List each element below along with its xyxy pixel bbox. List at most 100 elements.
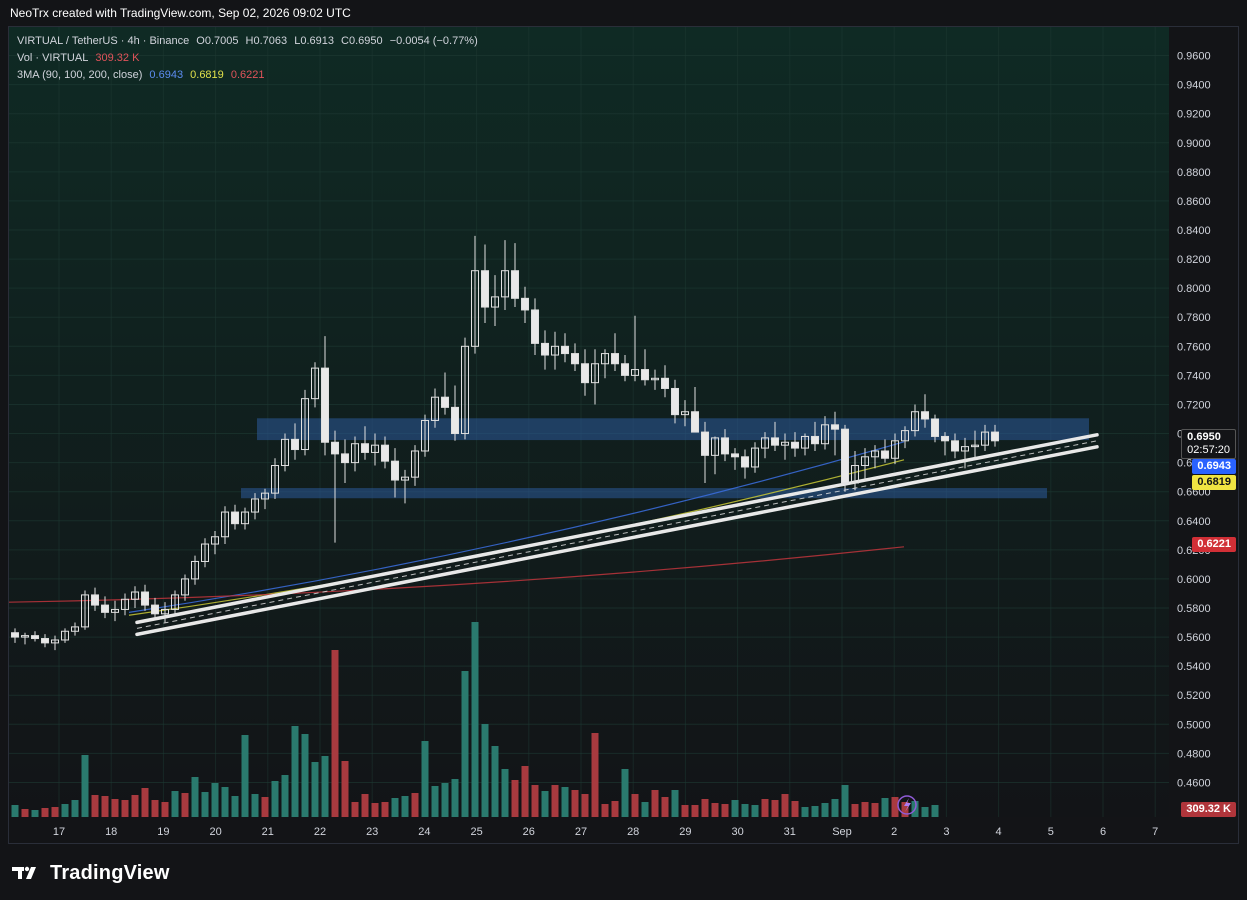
candle-body — [621, 363, 629, 376]
candle-body — [241, 511, 249, 525]
candle-body — [141, 591, 149, 606]
volume-bar — [341, 761, 349, 817]
volume-bar — [201, 792, 209, 817]
price-tick-label: 0.5600 — [1177, 632, 1211, 644]
volume-bar — [271, 781, 279, 817]
candle-body — [561, 345, 569, 355]
volume-bar — [401, 796, 409, 817]
chart-panel[interactable]: 0.9600 0.9400 0.9200 0.9000 0.8800 0.8600 0.84… — [8, 26, 1239, 844]
candle-body — [231, 511, 239, 525]
credit-bar: NeoTrx created with TradingView.com, Sep… — [0, 0, 1247, 26]
candle-body — [601, 353, 609, 365]
candle-body — [301, 398, 309, 451]
volume-bar — [261, 797, 269, 817]
candle-body — [661, 377, 669, 389]
candle-body — [111, 608, 119, 613]
volume-bar — [681, 805, 689, 817]
volume-bar — [561, 787, 569, 817]
last-price-tag: 0.6950 02:57:20 — [1181, 429, 1236, 459]
candle-body — [341, 453, 349, 464]
volume-label[interactable]: Vol · VIRTUAL — [17, 52, 89, 64]
trend-midline — [136, 440, 1098, 629]
volume-bar — [441, 783, 449, 817]
time-tick-label: 6 — [1100, 826, 1106, 838]
price-tick-label: 0.8600 — [1177, 196, 1211, 208]
volume-bar — [721, 804, 729, 817]
candle-body — [11, 632, 19, 638]
candle-body — [871, 450, 879, 458]
volume-bar — [521, 766, 529, 817]
volume-bar — [481, 724, 489, 817]
candle-body — [481, 270, 489, 308]
volume-bar — [811, 806, 819, 817]
candle-body — [41, 638, 49, 644]
support-zone — [257, 418, 1089, 441]
volume-bar — [31, 810, 39, 817]
volume-bar — [351, 802, 359, 817]
volume-bar — [381, 802, 389, 817]
time-axis-panel — [9, 817, 1169, 843]
price-tick-label: 0.9400 — [1177, 80, 1211, 92]
tradingview-logo-icon — [12, 866, 36, 879]
ma-label[interactable]: 3MA (90, 100, 200, close) — [17, 69, 143, 81]
symbol-name[interactable]: VIRTUAL / TetherUS · 4h · Binance — [17, 35, 190, 47]
candle-body — [451, 406, 459, 435]
candle-countdown: 02:57:20 — [1187, 444, 1230, 456]
candle-body — [291, 438, 299, 451]
candle-body — [101, 604, 109, 613]
volume-bar — [791, 801, 799, 817]
candle-body — [21, 635, 29, 638]
candle-body — [261, 492, 269, 500]
time-axis[interactable]: 17 18 19 20 21 22 23 24 25 26 27 28 29 30 31 Sep 2 3 4 5 6 7 — [53, 826, 1158, 838]
candle-body — [121, 598, 129, 610]
lightning-icon[interactable] — [897, 795, 917, 815]
candle-body — [711, 437, 719, 456]
candle-body — [181, 578, 189, 596]
credit-text: NeoTrx created with TradingView.com, Sep… — [10, 6, 351, 20]
candle-body — [861, 456, 869, 467]
volume-bar — [231, 796, 239, 817]
candle-body — [611, 353, 619, 365]
volume-bar — [451, 779, 459, 817]
volume-bar — [471, 622, 479, 817]
volume-bar — [631, 794, 639, 817]
volume-tag: 309.32 K — [1181, 802, 1236, 817]
candle-body — [81, 594, 89, 628]
price-tick-label: 0.5800 — [1177, 603, 1211, 615]
volume-bar — [371, 803, 379, 817]
volume-bar — [61, 804, 69, 817]
price-tick-label: 0.7400 — [1177, 370, 1211, 382]
volume-bar — [831, 799, 839, 817]
price-tick-label: 0.8200 — [1177, 254, 1211, 266]
time-tick-label: 5 — [1048, 826, 1054, 838]
price-tick-label: 0.4600 — [1177, 777, 1211, 789]
price-chart[interactable]: 0.9600 0.9400 0.9200 0.9000 0.8800 0.8600 0.84… — [9, 27, 1238, 843]
volume-bars — [11, 622, 939, 817]
volume-bar — [531, 785, 539, 817]
moving-average-line — [128, 441, 905, 613]
candle-body — [701, 431, 709, 456]
volume-bar — [861, 802, 869, 817]
candle-body — [491, 296, 499, 308]
candle-body — [471, 270, 479, 347]
volume-bar — [901, 802, 909, 817]
trend-line — [135, 433, 1099, 625]
price-tick-label: 0.8400 — [1177, 225, 1211, 237]
candle-body — [321, 367, 329, 443]
candle-body — [581, 363, 589, 384]
volume-bar — [661, 797, 669, 817]
candle-body — [791, 441, 799, 449]
symbol-row: VIRTUAL / TetherUS · 4h · Binance O0.700… — [17, 33, 482, 50]
candle-body — [91, 594, 99, 606]
candle-body — [271, 465, 279, 494]
time-tick-label: 2 — [891, 826, 897, 838]
volume-bar — [361, 794, 369, 817]
volume-bar — [491, 746, 499, 817]
volume-bar — [141, 788, 149, 817]
candle-body — [801, 435, 809, 449]
price-tick-label: 0.6000 — [1177, 574, 1211, 586]
candle-body — [671, 387, 679, 416]
volume-bar — [571, 790, 579, 817]
time-tick-label: 30 — [731, 826, 743, 838]
ma2-value: 0.6819 — [190, 69, 224, 81]
